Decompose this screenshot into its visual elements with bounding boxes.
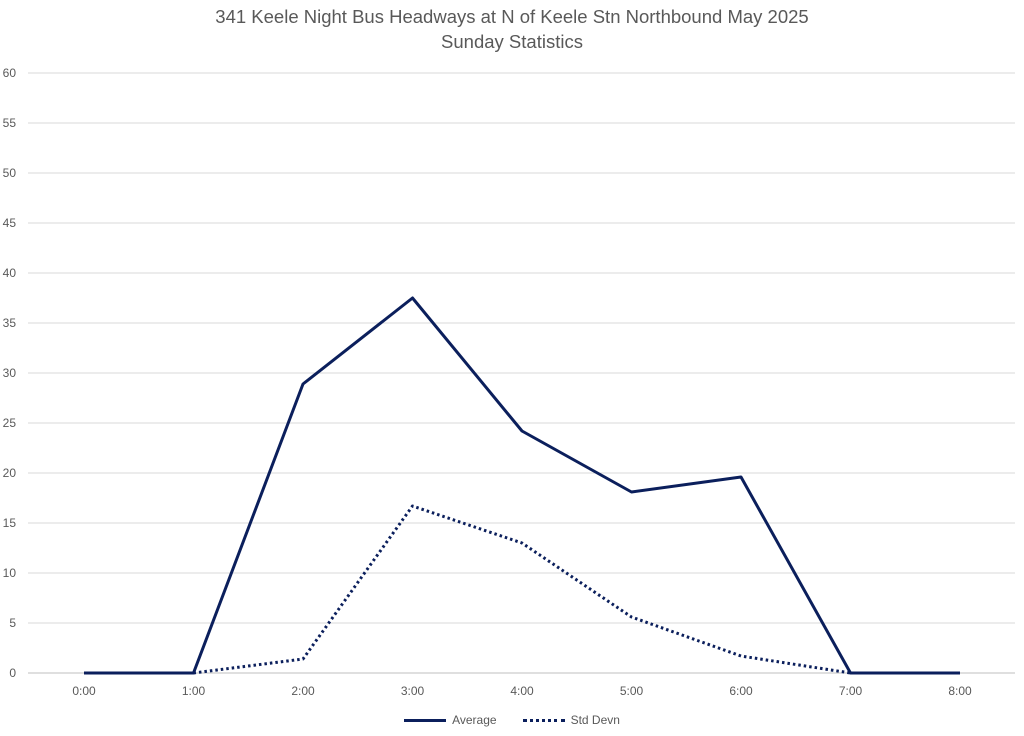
gridlines <box>28 72 1015 674</box>
x-tick-label: 8:00 <box>948 684 972 698</box>
y-tick-label: 55 <box>3 116 17 130</box>
y-tick-label: 30 <box>3 366 17 380</box>
y-tick-label: 60 <box>3 66 17 80</box>
legend-label-std-devn: Std Devn <box>570 713 620 727</box>
series-lines <box>83 296 961 675</box>
chart-title: 341 Keele Night Bus Headways at N of Kee… <box>215 6 809 27</box>
y-tick-label: 50 <box>3 166 17 180</box>
x-tick-label: 2:00 <box>291 684 315 698</box>
y-tick-label: 10 <box>3 566 17 580</box>
x-tick-label: 7:00 <box>839 684 863 698</box>
y-tick-label: 20 <box>3 466 17 480</box>
x-axis-ticks: 0:00 1:00 2:00 3:00 4:00 5:00 6:00 7:00 8:00 <box>72 684 972 698</box>
legend-swatch-dotted <box>522 718 565 722</box>
x-tick-label: 6:00 <box>729 684 753 698</box>
series-line-average <box>84 296 960 675</box>
x-tick-label: 4:00 <box>510 684 534 698</box>
x-tick-label: 5:00 <box>620 684 644 698</box>
y-tick-label: 40 <box>3 266 17 280</box>
y-tick-label: 35 <box>3 316 17 330</box>
y-tick-label: 0 <box>9 666 16 680</box>
legend-item-std-devn: Std Devn <box>522 713 620 727</box>
x-tick-label: 0:00 <box>72 684 96 698</box>
y-axis-ticks: 0 5 10 15 20 25 30 35 40 45 50 55 60 <box>3 66 17 680</box>
y-tick-label: 25 <box>3 416 17 430</box>
y-tick-label: 5 <box>9 616 16 630</box>
x-tick-label: 1:00 <box>182 684 206 698</box>
legend-label-average: Average <box>452 713 497 727</box>
legend-item-average: Average <box>404 713 497 727</box>
y-tick-label: 45 <box>3 216 17 230</box>
y-tick-label: 15 <box>3 516 17 530</box>
chart-title-block: 341 Keele Night Bus Headways at N of Kee… <box>0 4 1024 54</box>
x-tick-label: 3:00 <box>401 684 425 698</box>
legend-swatch-solid <box>404 718 447 722</box>
legend: Average Std Devn <box>0 713 1024 727</box>
series-line-std-devn <box>193 504 851 675</box>
chart-subtitle: Sunday Statistics <box>441 31 583 52</box>
